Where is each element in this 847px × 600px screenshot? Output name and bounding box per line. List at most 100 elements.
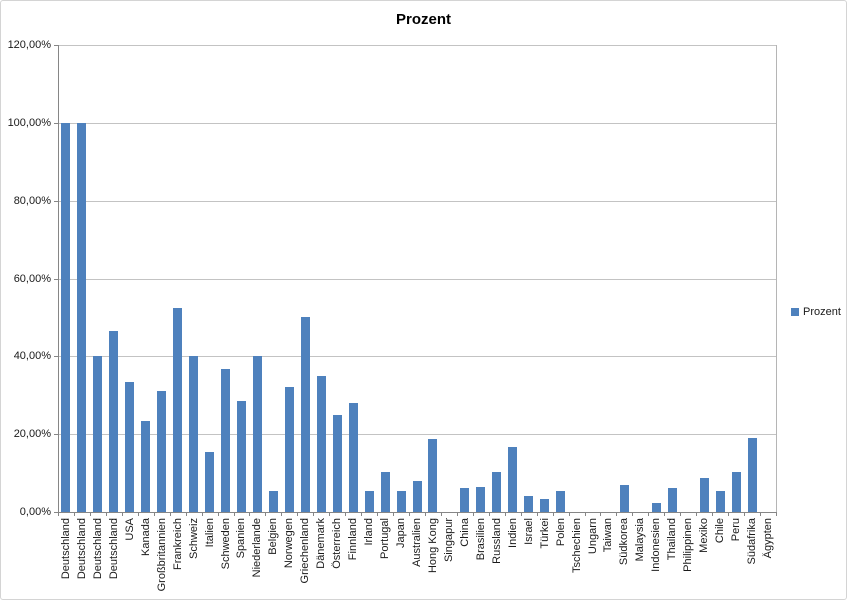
- bar: [747, 438, 757, 512]
- x-axis-tick-label: Irland: [363, 518, 376, 546]
- x-axis-tick-label: Deutschland: [91, 518, 104, 580]
- x-axis-tick: [345, 512, 346, 516]
- x-axis-tick-label: Niederlande: [251, 518, 264, 578]
- y-axis-tick-label: 80,00%: [13, 194, 51, 207]
- x-axis-tick-label: Deutschland: [107, 518, 120, 580]
- x-axis-tick-label: Deutschland: [75, 518, 88, 580]
- x-axis-tick: [202, 512, 203, 516]
- gridline: [58, 122, 776, 124]
- x-axis-tick-label: Singapur: [442, 518, 455, 563]
- x-axis-tick-label: Finnland: [347, 518, 360, 561]
- bar: [348, 403, 358, 512]
- x-axis-tick-label: Frankreich: [171, 518, 184, 570]
- x-axis-tick-label: Indien: [506, 518, 519, 548]
- x-axis-tick: [265, 512, 266, 516]
- x-axis-tick: [74, 512, 75, 516]
- legend-label: Prozent: [803, 306, 841, 318]
- x-axis-tick: [138, 512, 139, 516]
- x-axis-tick: [553, 512, 554, 516]
- x-axis-tick: [505, 512, 506, 516]
- x-axis-tick: [425, 512, 426, 516]
- x-axis-tick: [377, 512, 378, 516]
- x-axis-tick-label: Peru: [730, 518, 743, 542]
- bar: [476, 487, 486, 512]
- x-axis-tick: [537, 512, 538, 516]
- y-axis-tick-label: 40,00%: [13, 350, 51, 363]
- x-axis-tick: [361, 512, 362, 516]
- x-axis-tick-label: Südkorea: [618, 518, 631, 566]
- x-axis-tick-label: Österreich: [331, 518, 344, 569]
- bar: [731, 472, 741, 512]
- bar: [715, 491, 725, 512]
- bar: [109, 331, 119, 512]
- bar: [651, 503, 661, 512]
- bar: [93, 356, 103, 512]
- x-axis-tick: [106, 512, 107, 516]
- bar: [252, 356, 262, 512]
- bar: [141, 421, 151, 512]
- x-axis-tick: [760, 512, 761, 516]
- bar: [268, 491, 278, 512]
- x-axis-tick: [776, 512, 777, 516]
- bar: [173, 308, 183, 512]
- x-axis-tick-label: Schweden: [219, 518, 232, 570]
- x-axis-tick: [585, 512, 586, 516]
- bar: [428, 439, 438, 512]
- y-axis-line: [58, 45, 59, 512]
- x-axis-tick: [58, 512, 59, 516]
- chart-title: Prozent: [395, 11, 451, 28]
- x-axis-tick-label: Portugal: [379, 518, 392, 559]
- x-axis-tick-label: Thailand: [666, 518, 679, 561]
- x-axis-tick: [170, 512, 171, 516]
- bar: [284, 387, 294, 512]
- x-axis-tick: [393, 512, 394, 516]
- x-axis-tick: [680, 512, 681, 516]
- x-axis-tick: [90, 512, 91, 516]
- bar: [699, 478, 709, 512]
- x-axis-tick-label: Philippinen: [682, 518, 695, 572]
- y-axis-tick-label: 120,00%: [7, 39, 51, 51]
- x-axis-tick-label: Polen: [554, 518, 567, 547]
- x-axis-tick: [648, 512, 649, 516]
- legend-marker-icon: [791, 308, 799, 316]
- x-axis-tick: [457, 512, 458, 516]
- bar: [236, 401, 246, 512]
- x-axis-tick: [249, 512, 250, 516]
- x-axis-tick-label: Brasilien: [474, 518, 487, 561]
- gridline: [58, 434, 776, 436]
- x-axis-tick-label: Großbritannien: [155, 518, 168, 592]
- x-axis-tick: [616, 512, 617, 516]
- x-axis-tick-label: USA: [123, 518, 136, 541]
- y-axis-tick: [54, 356, 58, 358]
- bar: [157, 391, 167, 512]
- x-axis-tick-label: Indonesien: [650, 518, 663, 572]
- y-axis-tick-label: 100,00%: [7, 116, 51, 129]
- x-axis-tick-label: Russland: [490, 518, 503, 564]
- y-axis-tick: [54, 200, 58, 202]
- x-axis-tick: [521, 512, 522, 516]
- x-axis-tick: [122, 512, 123, 516]
- x-axis-tick: [297, 512, 298, 516]
- x-axis-tick: [632, 512, 633, 516]
- x-axis-tick-label: Griechenland: [299, 518, 312, 584]
- x-axis-tick-label: Belgien: [267, 518, 280, 555]
- bar: [332, 415, 342, 512]
- y-axis-tick: [54, 45, 58, 46]
- x-axis-tick-label: Australien: [411, 518, 423, 567]
- x-axis-tick-label: Malaysia: [634, 518, 647, 562]
- x-axis-tick-label: Deutschland: [59, 518, 72, 580]
- x-axis-tick: [281, 512, 282, 516]
- x-axis-tick-label: Norwegen: [283, 518, 296, 569]
- bar: [556, 491, 566, 512]
- x-axis-tick-label: Hong Kong: [426, 518, 439, 574]
- plot-border-right: [776, 45, 777, 512]
- x-axis-tick-label: Mexiko: [698, 518, 711, 553]
- x-axis-tick: [409, 512, 410, 516]
- bar: [221, 369, 231, 512]
- x-axis-tick: [329, 512, 330, 516]
- y-axis-tick: [54, 512, 58, 513]
- x-axis-tick-label: Ägypten: [762, 518, 775, 559]
- x-axis-tick-label: Südafrika: [746, 518, 759, 565]
- gridline: [58, 200, 776, 202]
- x-axis-tick: [313, 512, 314, 516]
